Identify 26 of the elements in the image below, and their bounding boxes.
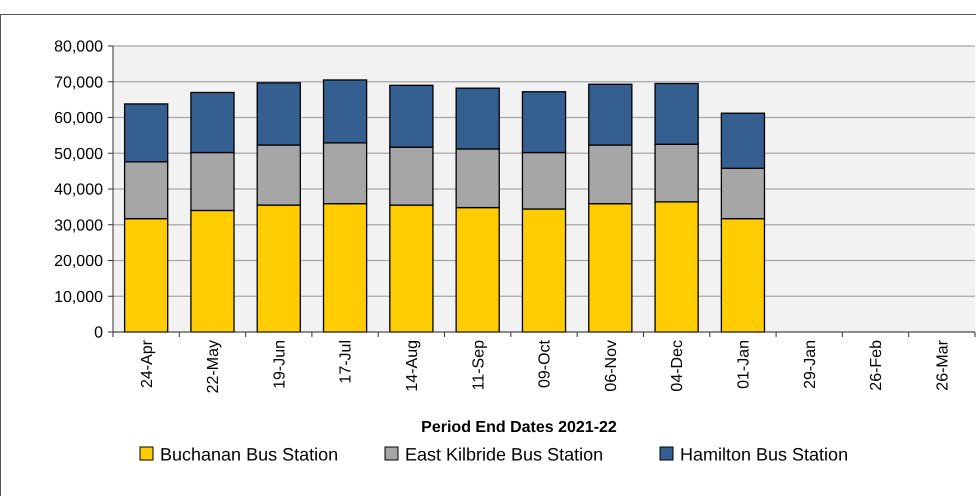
y-tick-label: 20,000 bbox=[54, 253, 104, 270]
x-tick-label: 19-Jun bbox=[271, 340, 288, 389]
x-tick-label: 11-Sep bbox=[470, 340, 488, 390]
y-tick-label: 50,000 bbox=[54, 146, 104, 163]
x-tick-label: 17-Jul bbox=[338, 340, 355, 384]
x-tick-label: 06-Nov bbox=[602, 340, 620, 392]
y-tick-label: 40,000 bbox=[54, 182, 104, 199]
legend-label: Hamilton Bus Station bbox=[680, 444, 848, 464]
x-axis-title: Period End Dates 2021-22 bbox=[421, 419, 617, 436]
x-tick-label: 26-Feb bbox=[868, 340, 886, 391]
x-tick-label: 09-Oct bbox=[536, 339, 554, 388]
x-tick-label: 26-Mar bbox=[934, 339, 952, 391]
y-tick-label: 0 bbox=[94, 324, 104, 342]
y-tick-label: 60,000 bbox=[54, 110, 104, 128]
x-tick-label: 29-Jan bbox=[802, 340, 819, 389]
y-tick-label: 80,000 bbox=[54, 38, 104, 56]
legend-label: East Kilbride Bus Station bbox=[405, 444, 604, 464]
y-tick-label: 10,000 bbox=[54, 288, 104, 306]
x-tick-label: 04-Dec bbox=[669, 340, 686, 392]
x-tick-label: 01-Jan bbox=[736, 340, 753, 389]
y-tick-label: 30,000 bbox=[54, 217, 104, 234]
legend-label: Buchanan Bus Station bbox=[160, 444, 338, 464]
x-tick-label: 22-May bbox=[205, 340, 222, 394]
x-tick-label: 14-Aug bbox=[404, 340, 421, 392]
x-tick-label: 24-Apr bbox=[138, 339, 156, 388]
y-tick-label: 70,000 bbox=[54, 74, 104, 92]
